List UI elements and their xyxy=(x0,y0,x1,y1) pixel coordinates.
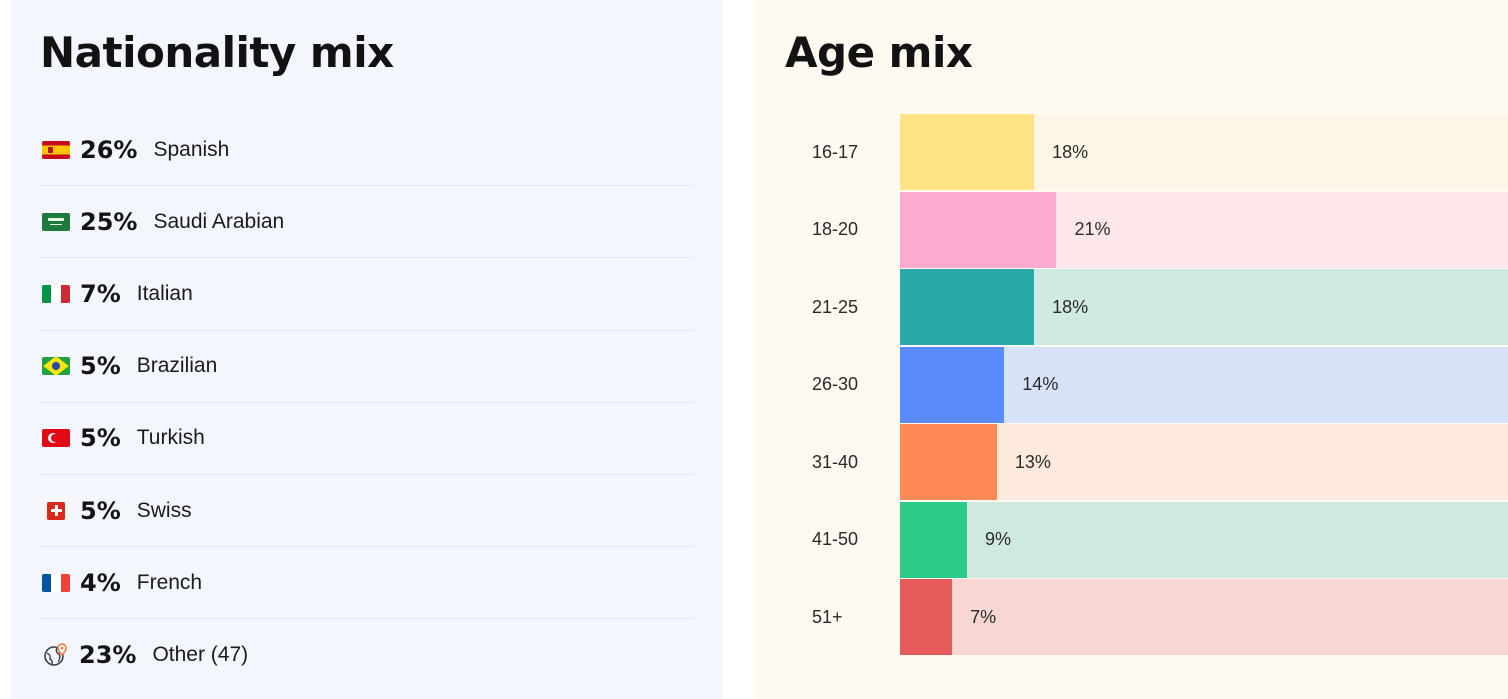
nationality-row-italian: 7% Italian xyxy=(40,258,694,331)
age-bar-track: 9% xyxy=(900,501,1508,578)
age-group-label: 21-25 xyxy=(812,296,859,317)
switzerland-flag-icon xyxy=(47,501,65,520)
nationality-list: 26% Spanish 25% Saudi Arabian 7% Italian… xyxy=(40,114,694,692)
nationality-mix-card xyxy=(11,0,723,699)
age-row-41-50: 41-50 9% xyxy=(812,501,1508,578)
nationality-row-turkish: 5% Turkish xyxy=(40,403,694,475)
age-percent-label: 9% xyxy=(985,529,1012,549)
nationality-percent: 7% xyxy=(80,279,121,308)
age-bar-fill xyxy=(900,424,997,500)
nationality-row-brazilian: 5% Brazilian xyxy=(40,331,694,403)
age-percent-label: 7% xyxy=(970,606,997,627)
age-percent-label: 18% xyxy=(1052,296,1089,317)
age-bar-fill xyxy=(900,501,968,578)
nationality-row-swiss: 5% Swiss xyxy=(40,475,694,548)
age-bar-track: 21% xyxy=(900,191,1508,268)
nationality-name: Other (47) xyxy=(152,643,249,667)
age-group-label: 41-50 xyxy=(812,529,859,549)
nationality-name: French xyxy=(136,570,203,594)
age-row-51+: 51+ 7% xyxy=(812,579,1508,655)
nationality-name: Swiss xyxy=(136,498,192,522)
nationality-percent: 5% xyxy=(80,352,121,381)
nationality-percent: 4% xyxy=(80,568,121,597)
age-group-label: 51+ xyxy=(812,606,843,627)
nationality-name: Brazilian xyxy=(136,354,218,378)
age-bar-track: 14% xyxy=(900,346,1508,423)
age-percent-label: 21% xyxy=(1074,219,1111,239)
turkey-flag-icon xyxy=(42,429,70,448)
age-bar-fill xyxy=(900,114,1035,190)
age-group-label: 26-30 xyxy=(812,374,859,394)
age-row-21-25: 21-25 18% xyxy=(812,269,1508,345)
nationality-name: Spanish xyxy=(153,137,230,161)
brazil-flag-icon xyxy=(42,357,70,376)
age-bar-fill xyxy=(900,269,1035,345)
age-row-16-17: 16-17 18% xyxy=(812,114,1508,190)
age-percent-label: 18% xyxy=(1052,141,1089,162)
spain-flag-icon xyxy=(42,140,70,159)
age-mix-title: Age mix xyxy=(785,28,973,77)
globe-icon xyxy=(43,642,69,668)
age-group-label: 18-20 xyxy=(812,219,859,239)
nationality-row-spanish: 26% Spanish xyxy=(40,114,694,187)
age-bar-track: 18% xyxy=(900,114,1508,190)
age-bar-fill xyxy=(900,191,1057,268)
nationality-row-french: 4% French xyxy=(40,547,694,620)
age-bar-fill xyxy=(900,579,953,655)
nationality-percent: 5% xyxy=(80,424,121,453)
nationality-name: Saudi Arabian xyxy=(153,209,285,233)
france-flag-icon xyxy=(42,573,70,592)
nationality-percent: 26% xyxy=(80,135,138,164)
age-percent-label: 13% xyxy=(1014,451,1051,472)
nationality-row-other: 23% Other (47) xyxy=(40,619,694,691)
age-percent-label: 14% xyxy=(1022,374,1059,394)
nationality-mix-title: Nationality mix xyxy=(40,28,394,77)
nationality-row-saudi-arabian: 25% Saudi Arabian xyxy=(40,186,694,259)
age-group-label: 16-17 xyxy=(812,141,859,162)
italy-flag-icon xyxy=(42,284,70,303)
age-group-label: 31-40 xyxy=(812,451,859,472)
age-row-18-20: 18-20 21% xyxy=(812,191,1508,268)
age-row-26-30: 26-30 14% xyxy=(812,346,1508,423)
age-bar-track: 18% xyxy=(900,269,1508,345)
nationality-percent: 23% xyxy=(79,641,137,670)
saudi-arabia-flag-icon xyxy=(42,212,70,231)
nationality-percent: 5% xyxy=(80,496,121,525)
age-bar-track: 7% xyxy=(900,579,1508,655)
age-bar-track: 13% xyxy=(900,424,1508,500)
age-bar-fill xyxy=(900,346,1005,423)
nationality-name: Italian xyxy=(136,281,193,305)
nationality-name: Turkish xyxy=(136,426,205,450)
age-row-31-40: 31-40 13% xyxy=(812,424,1508,500)
nationality-percent: 25% xyxy=(80,207,138,236)
